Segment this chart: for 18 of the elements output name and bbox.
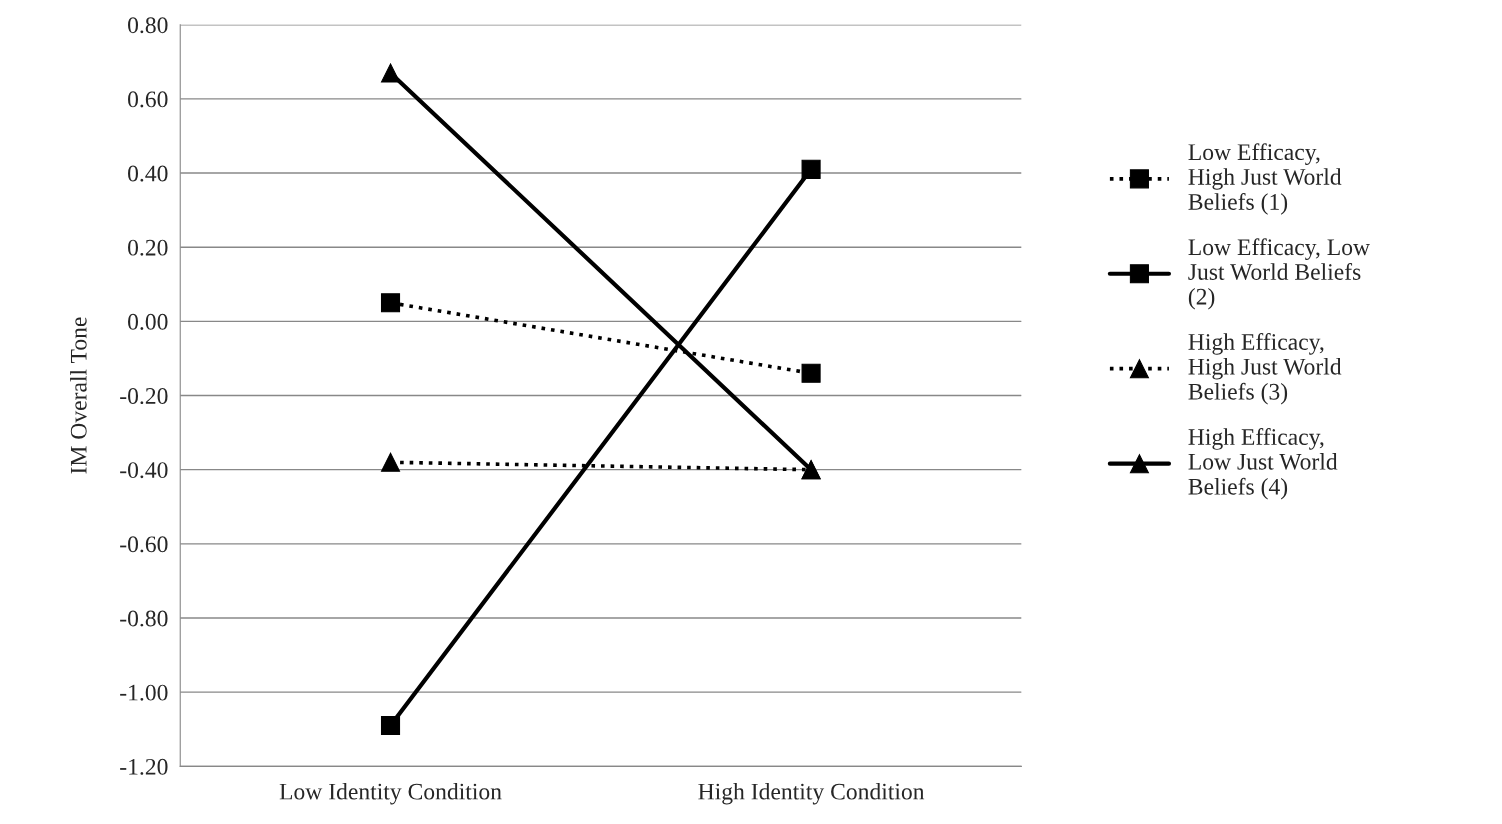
legend-label: High Efficacy, High Just World Beliefs (3) xyxy=(1188,333,1342,405)
y-tick-label: 0.80 xyxy=(128,17,168,34)
y-tick-label: 0.60 xyxy=(128,91,168,108)
y-tick-label: -0.60 xyxy=(120,536,168,553)
y-tick-label: -0.20 xyxy=(120,388,168,405)
y-tick-label: -1.00 xyxy=(120,684,168,701)
y-tick-label: 0.20 xyxy=(128,239,168,256)
x-tick-label: High Identity Condition xyxy=(698,782,925,805)
y-tick-label: 0.40 xyxy=(128,165,168,182)
y-tick-label: -0.80 xyxy=(120,610,168,627)
y-axis-title: IM Overall Tone xyxy=(70,317,87,474)
y-tick-label: 0.00 xyxy=(128,313,168,330)
legend-label: High Efficacy, Low Just World Beliefs (4) xyxy=(1188,428,1338,500)
y-tick-label: -0.40 xyxy=(120,462,168,479)
legend-label: Low Efficacy, Low Just World Beliefs (2) xyxy=(1188,238,1370,310)
y-tick-label: -1.20 xyxy=(120,758,168,775)
legend-label: Low Efficacy, High Just World Beliefs (1) xyxy=(1188,143,1342,215)
x-tick-label: Low Identity Condition xyxy=(279,782,502,805)
